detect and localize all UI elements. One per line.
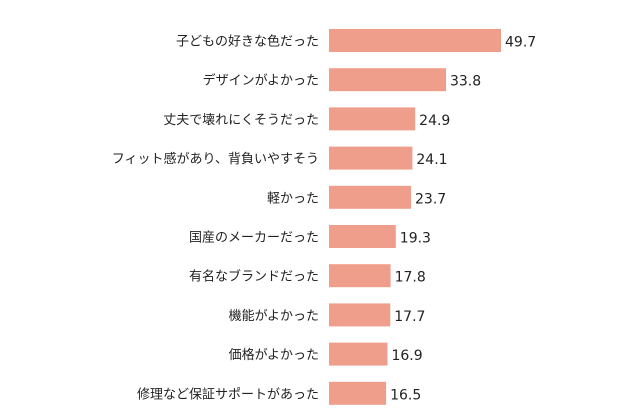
- value-label-4: 23.7: [415, 191, 446, 207]
- bar-9: [329, 381, 387, 405]
- bar-0: [329, 29, 501, 52]
- value-label-0: 49.7: [505, 35, 536, 51]
- bar-5: [329, 225, 396, 248]
- category-label-6: 有名なブランドだった: [189, 269, 319, 285]
- category-label-7: 機能がよかった: [229, 309, 319, 324]
- bar-1: [329, 68, 446, 92]
- value-label-5: 19.3: [400, 231, 431, 247]
- category-label-2: 丈夫で壊れにくそうだった: [163, 113, 319, 128]
- value-label-6: 17.8: [395, 270, 426, 286]
- value-label-7: 17.7: [394, 309, 425, 325]
- bar-2: [329, 107, 416, 131]
- category-label-8: 価格がよかった: [229, 347, 319, 363]
- value-label-1: 33.8: [450, 74, 481, 90]
- bars-group: [329, 29, 501, 405]
- bar-7: [329, 303, 391, 327]
- value-label-9: 16.5: [390, 387, 421, 403]
- category-label-4: 軽かった: [267, 191, 319, 206]
- category-label-0: 子どもの好きな色だった: [176, 34, 319, 50]
- bar-8: [329, 342, 388, 366]
- bar-3: [329, 146, 413, 170]
- category-labels-group: 子どもの好きな色だったデザインがよかった丈夫で壊れにくそうだったフィット感があり…: [112, 34, 319, 403]
- bar-6: [329, 264, 391, 288]
- bar-4: [329, 185, 411, 209]
- value-label-8: 16.9: [391, 348, 422, 364]
- value-labels-group: 49.7 33.8 24.9 24.1 23.7 19.3 17.8 17.7 16.9 16.5: [390, 35, 536, 404]
- category-label-9: 修理など保証サポートがあった: [137, 387, 319, 402]
- value-label-3: 24.1: [416, 152, 447, 168]
- value-label-2: 24.9: [419, 113, 450, 129]
- category-label-1: デザインがよかった: [203, 73, 319, 89]
- category-label-5: 国産のメーカーだった: [189, 230, 319, 246]
- category-label-3: フィット感があり、背負いやすそう: [112, 151, 319, 167]
